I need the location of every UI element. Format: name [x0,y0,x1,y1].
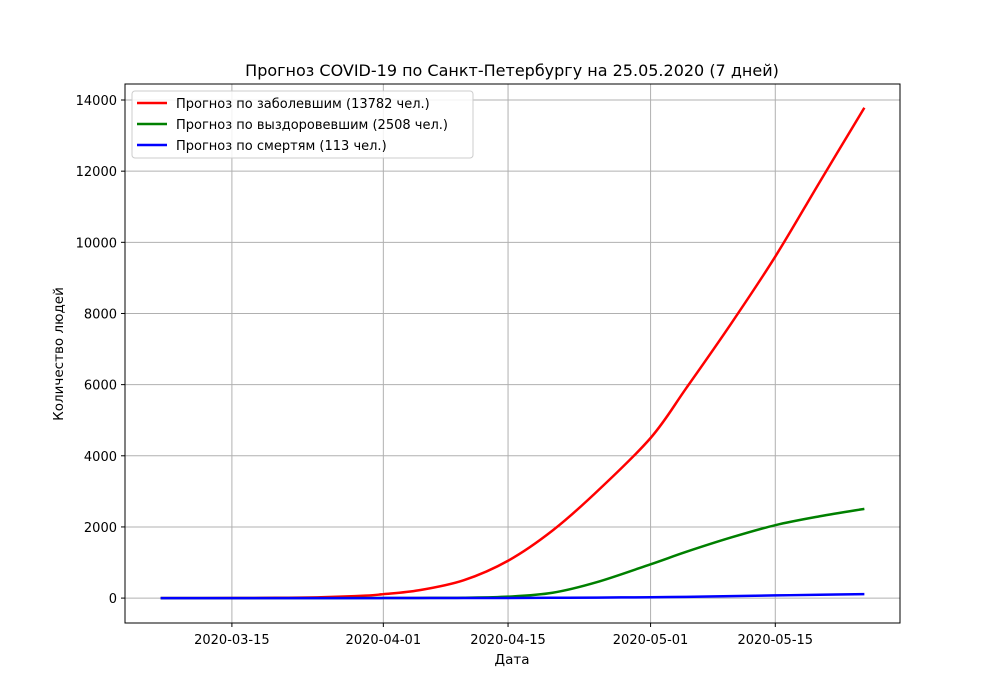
grid [125,84,900,623]
y-tick-label: 8000 [84,307,117,322]
y-tick-label: 6000 [84,379,117,394]
legend: Прогноз по заболевшим (13782 чел.) Прогно… [131,90,474,159]
x-tick-label: 2020-05-15 [738,633,814,648]
x-tick-label: 2020-05-01 [613,633,689,648]
x-tick-label: 2020-04-15 [470,633,546,648]
series-lines [160,107,866,600]
x-tick-label: 2020-03-15 [194,633,270,648]
y-ticks: 0 2000 4000 6000 8000 10000 12000 14000 [76,94,125,607]
legend-label: Прогноз по выздоровевшим (2508 чел.) [176,118,448,133]
y-tick-label: 0 [109,592,117,607]
legend-label: Прогноз по заболевшим (13782 чел.) [176,97,430,112]
y-tick-label: 4000 [84,450,117,465]
series-line-recovered [160,507,865,600]
legend-entry-recovered: Прогноз по выздоровевшим (2508 чел.) [137,118,448,133]
legend-entry-infected: Прогноз по заболевшим (13782 чел.) [137,97,430,112]
y-axis-label: Количество людей [51,287,67,421]
y-tick-label: 2000 [84,521,117,536]
series-line-infected [160,107,866,600]
legend-box [131,90,474,159]
chart-title: Прогноз COVID-19 по Санкт-Петербургу на … [245,61,779,80]
x-tick-label: 2020-04-01 [346,633,422,648]
y-tick-label: 10000 [76,236,117,251]
y-tick-label: 14000 [76,94,117,109]
y-tick-label: 12000 [76,165,117,180]
plot-frame [124,83,901,624]
legend-label: Прогноз по смертям (113 чел.) [176,139,387,154]
series-line-deaths [160,592,865,600]
legend-entry-deaths: Прогноз по смертям (113 чел.) [137,139,387,154]
x-axis-label: Дата [495,652,530,668]
x-ticks: 2020-03-15 2020-04-01 2020-04-15 2020-05-01… [194,623,813,648]
